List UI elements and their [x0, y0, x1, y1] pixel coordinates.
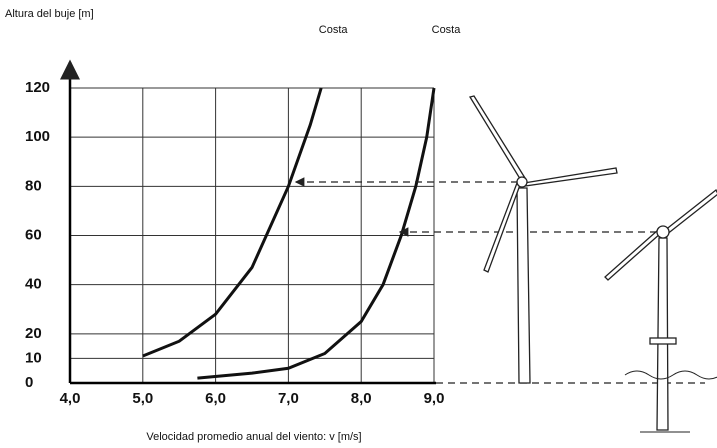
- x-tick-label: 4,0: [60, 390, 81, 407]
- y-tick-label: 40: [25, 276, 42, 293]
- x-tick-label: 8,0: [351, 390, 372, 407]
- y-tick-label: 120: [25, 79, 50, 96]
- y-axis-label: Altura del buje [m]: [5, 8, 94, 20]
- x-axis-label: Velocidad promedio anual del viento: v […: [146, 431, 361, 443]
- y-tick-label: 10: [25, 349, 42, 366]
- onshore-turbine: [468, 95, 618, 384]
- y-tick-label: 0: [25, 374, 33, 391]
- y-tick-label: 60: [25, 226, 42, 243]
- y-tick-label: 80: [25, 177, 42, 194]
- legend-label: Costa: [432, 24, 462, 36]
- y-tick-label: 100: [25, 128, 50, 145]
- series-line: [142, 87, 323, 358]
- x-tick-label: 9,0: [424, 390, 445, 407]
- y-tick-label: 20: [25, 325, 42, 342]
- legend-label: Costa: [319, 24, 349, 36]
- plot: 0 10 20 40 60 80 100 120 4,0 5,0 6,0 7,0 8,0 9,0 Costa…: [25, 24, 461, 407]
- x-tick-label: 7,0: [278, 390, 299, 407]
- x-tick-label: 5,0: [132, 390, 153, 407]
- offshore-turbine: [604, 188, 717, 433]
- series-line: [197, 87, 436, 380]
- x-tick-label: 6,0: [205, 390, 226, 407]
